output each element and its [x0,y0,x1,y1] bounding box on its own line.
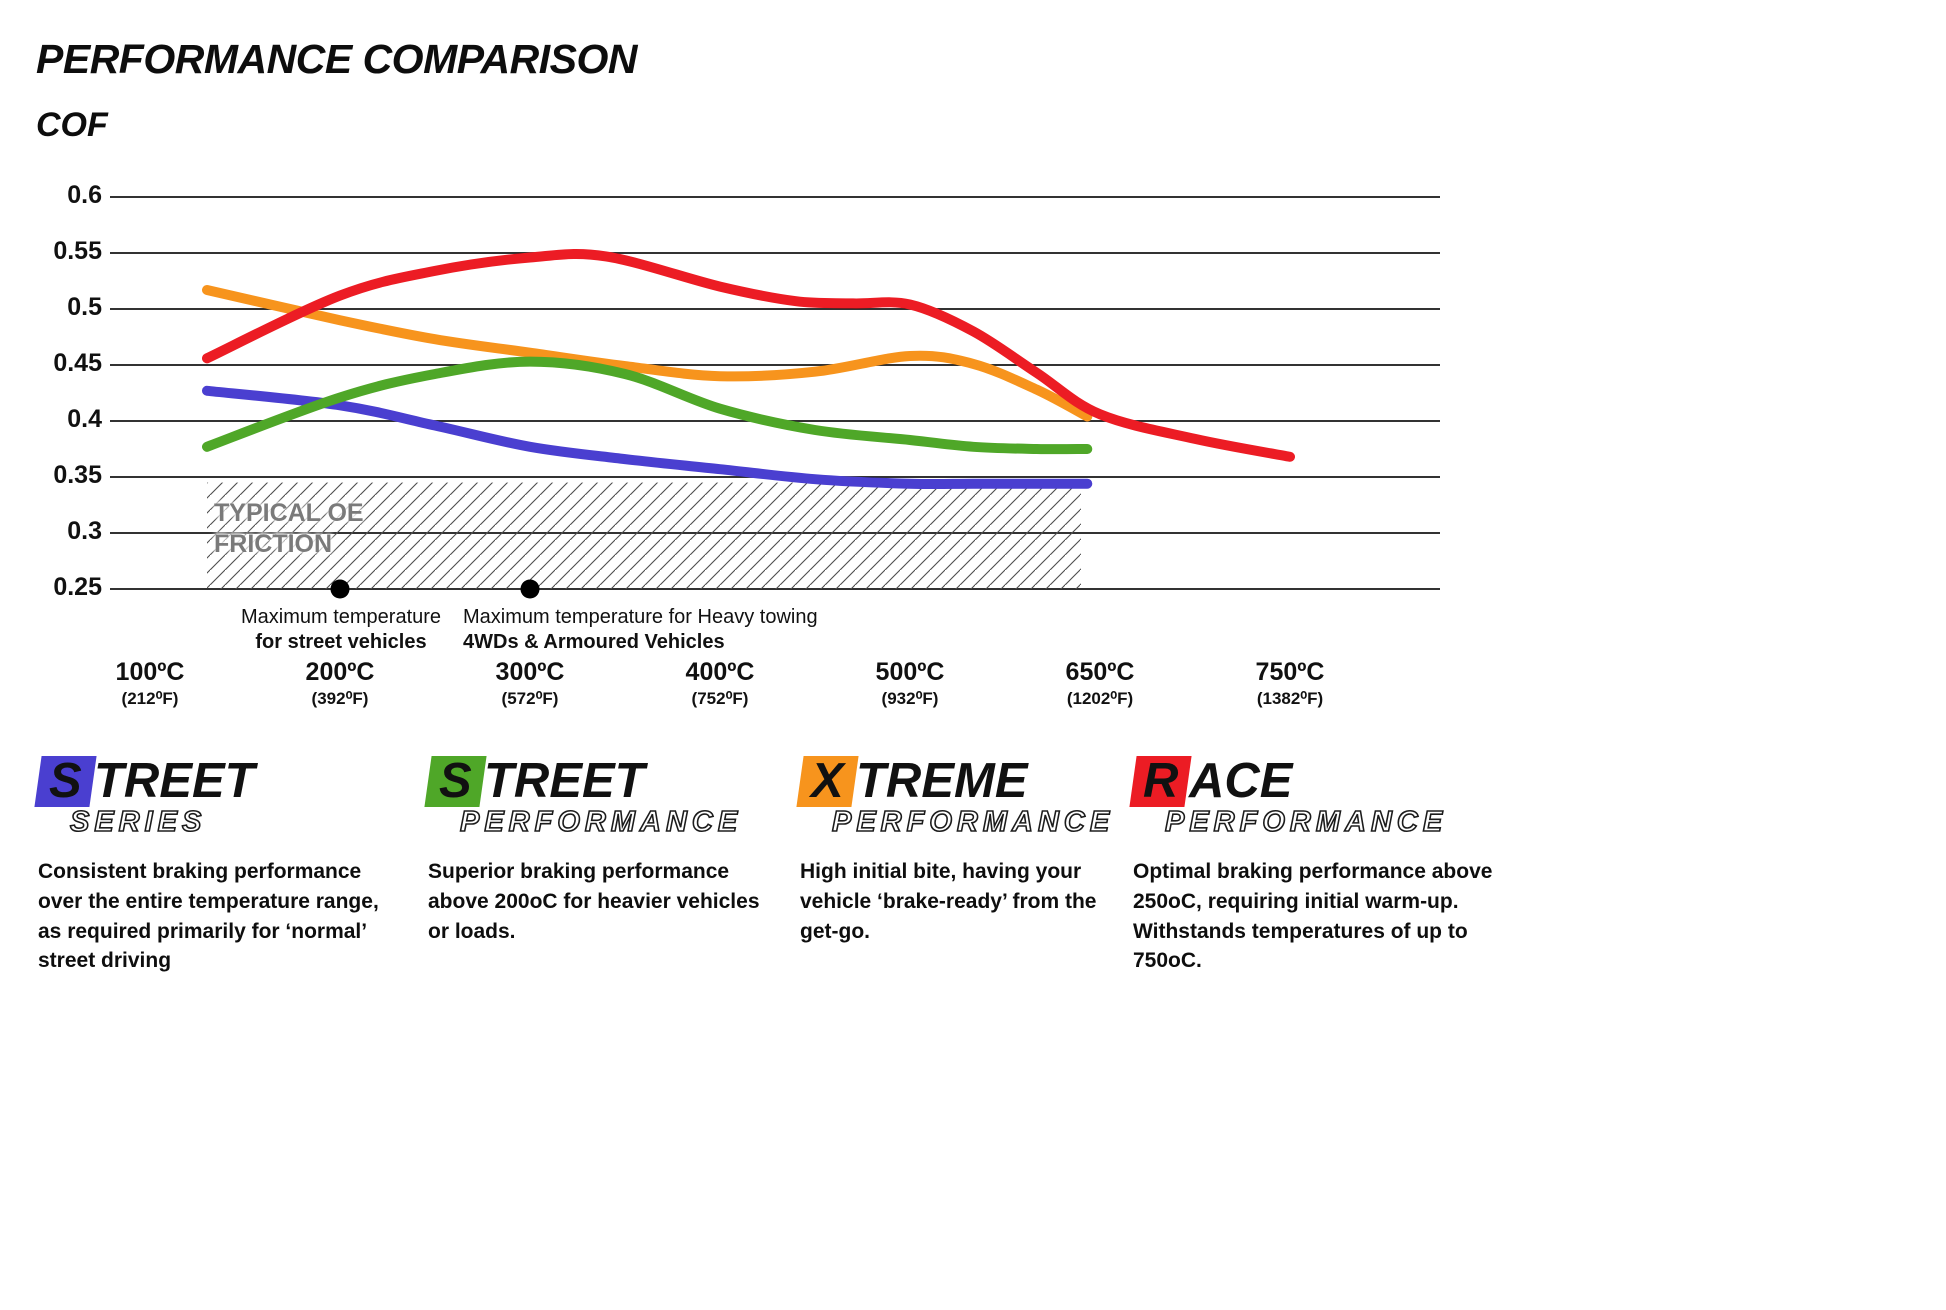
x-tick-fahrenheit: (932⁰F) [881,689,939,708]
typical-oe-friction-region [207,482,1081,589]
x-axis-tick: 500ºC (932⁰F) [820,658,1000,709]
logo-subword: SERIES [69,805,207,838]
y-axis-tick-label: 0.25 [53,573,102,601]
marker-label-heavy-towing: Maximum temperature for Heavy towing 4WD… [463,605,823,655]
marker-dot [330,579,350,599]
x-tick-fahrenheit: (212⁰F) [121,689,179,708]
typical-oe-friction-label: TYPICAL OE FRICTION [214,498,364,561]
x-tick-celsius: 650ºC [1065,658,1135,686]
street-performance-badge-icon: S [424,754,487,808]
legend-card-street-performance: S TREET PERFORMANCE Superior braking perfor… [424,754,786,946]
legend-card-street-series: S TREET SERIES Consistent braking performan… [34,754,406,976]
logo-word-rest: TREME [856,754,1028,808]
legend-card-race-performance: R ACE PERFORMANCE Optimal braking performan… [1129,754,1538,976]
legend-description: Consistent braking performance over the … [38,859,379,973]
logo-word-rest: TREET [484,754,645,808]
y-axis-tick-label: 0.6 [67,181,102,209]
series-line-street-performance [202,356,1093,455]
badge-letter: S [439,754,472,808]
x-tick-fahrenheit: (1202⁰F) [1066,689,1134,708]
x-tick-celsius: 500ºC [875,658,945,686]
y-axis-title: COF [36,106,108,144]
x-axis-tick: 750ºC (1382⁰F) [1200,658,1380,709]
x-tick-celsius: 300ºC [495,658,565,686]
marker-label-line2: for street vehicles [255,631,427,653]
badge-letter: S [49,754,82,808]
badge-letter: R [1142,754,1179,808]
x-axis-tick: 300ºC (572⁰F) [440,658,620,709]
logo-word-rest: ACE [1189,754,1293,808]
x-tick-fahrenheit: (1382⁰F) [1256,689,1324,708]
oe-label-line1: TYPICAL OE [214,499,364,527]
series-line-xtreme-performance [202,285,1093,422]
logo-wordmark: S TREET [34,754,406,808]
marker-label-street-vehicles: Maximum temperature for street vehicles [180,605,502,655]
y-axis-tick-label: 0.5 [67,293,102,321]
logo-subword: PERFORMANCE [1164,805,1448,838]
x-axis-tick: 100ºC (212⁰F) [60,658,240,709]
legend-card-xtreme-performance: X TREME PERFORMANCE High initial bite, havi… [796,754,1140,946]
page-title: PERFORMANCE COMPARISON [36,36,637,82]
y-axis-tick-label: 0.35 [53,461,102,489]
y-axis-tick-label: 0.45 [53,349,102,377]
oe-label-line2: FRICTION [214,530,333,559]
x-axis-tick: 650ºC (1202⁰F) [1010,658,1190,709]
logo-wordmark: R ACE [1129,754,1538,808]
logo-wordmark: X TREME [796,754,1140,808]
legend-description: Superior braking performance above 200oC… [428,859,760,943]
logo-subword: PERFORMANCE [459,805,743,838]
x-tick-celsius: 100ºC [115,658,185,686]
logo-wordmark: S TREET [424,754,786,808]
y-axis-tick-label: 0.55 [53,237,102,265]
legend-description: High initial bite, having your vehicle ‘… [800,859,1097,943]
y-axis-tick-label: 0.4 [67,405,102,433]
legend-description: Optimal braking performance above 250oC,… [1133,859,1493,973]
x-tick-fahrenheit: (572⁰F) [501,689,559,708]
race-performance-badge-icon: R [1129,754,1192,808]
street-series-badge-icon: S [34,754,97,808]
x-tick-celsius: 750ºC [1255,658,1325,686]
logo-subword: PERFORMANCE [831,805,1115,838]
marker-label-line1: Maximum temperature for Heavy towing [463,606,818,628]
marker-label-line1: Maximum temperature [240,606,442,628]
series-line-race-performance [202,248,1295,462]
x-tick-celsius: 200ºC [305,658,375,686]
x-tick-celsius: 400ºC [685,658,755,686]
marker-dot [520,579,540,599]
marker-label-line2: 4WDs & Armoured Vehicles [463,631,725,653]
y-axis-tick-label: 0.3 [67,517,102,545]
badge-letter: X [811,754,844,808]
series-line-street-series [202,385,1093,490]
x-tick-fahrenheit: (392⁰F) [311,689,369,708]
logo-word-rest: TREET [94,754,255,808]
x-tick-fahrenheit: (752⁰F) [691,689,749,708]
x-axis-tick: 400ºC (752⁰F) [630,658,810,709]
xtreme-performance-badge-icon: X [796,754,859,808]
x-axis-tick: 200ºC (392⁰F) [250,658,430,709]
